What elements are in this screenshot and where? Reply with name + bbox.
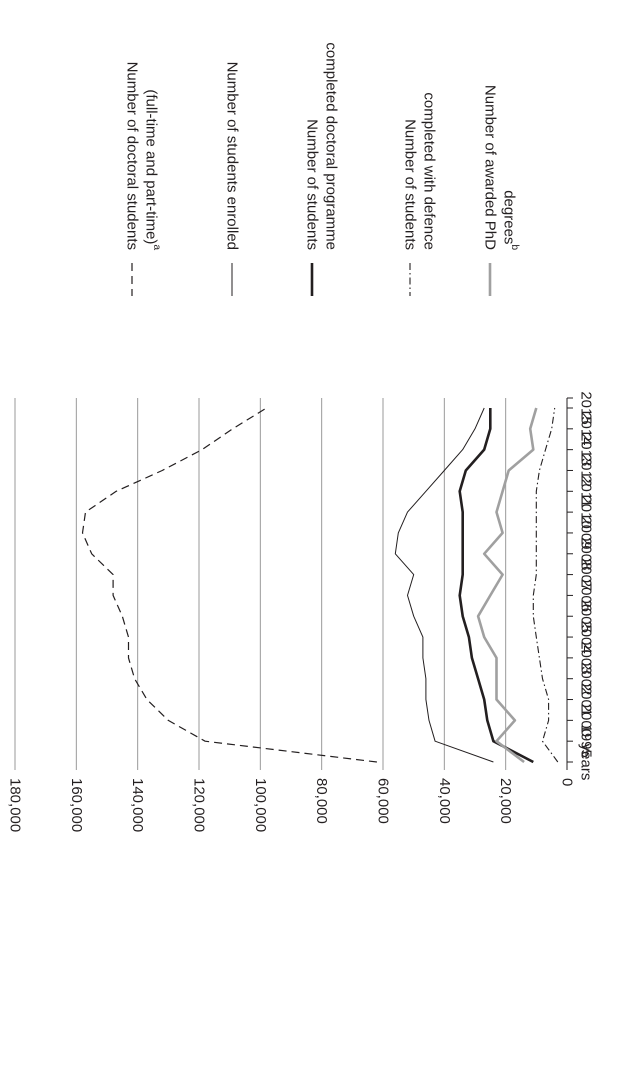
- series-line-number-of-students-enrolled: [394, 407, 494, 763]
- category-tick-label: 2007: [578, 558, 595, 591]
- category-tick-label: years: [578, 744, 595, 781]
- value-tick-label: 20,000: [497, 778, 514, 824]
- category-tick-label: 2012: [578, 454, 595, 487]
- category-tick-label: 2006: [578, 579, 595, 612]
- legend-label: Number of students: [402, 119, 419, 250]
- value-tick-label: 0: [559, 778, 576, 786]
- value-tick-label: 40,000: [436, 778, 453, 824]
- category-tick-label: 2005: [578, 600, 595, 633]
- category-tick-label: 2001: [578, 683, 595, 716]
- category-tick-label: 1995: [578, 724, 595, 757]
- value-tick-label: 160,000: [68, 778, 85, 832]
- category-tick-label: 2014: [578, 412, 595, 445]
- category-tick-label: 2002: [578, 662, 595, 695]
- value-tick-label: 80,000: [313, 778, 330, 824]
- series-line-number-of-students-completed-doctoral-programme: [458, 408, 534, 764]
- legend-label: Number of doctoral students: [124, 62, 141, 250]
- category-tick-label: 2011: [578, 475, 595, 507]
- series-line-number-of-doctoral-students-full-time-and-part-time: [81, 407, 377, 763]
- value-tick-label: 120,000: [191, 778, 208, 832]
- legend-label: degreesb: [501, 190, 521, 250]
- value-tick-label: 180,000: [7, 778, 24, 832]
- value-tick-label: 140,000: [129, 778, 146, 832]
- category-tick-label: 2008: [578, 537, 595, 570]
- series-line-number-of-students-completed-with-defence: [532, 407, 559, 763]
- category-tick-label: 2000: [578, 704, 595, 737]
- category-tick-label: 2003: [578, 641, 595, 674]
- category-tick-label: 2009: [578, 516, 595, 549]
- value-tick-label: 100,000: [252, 778, 269, 832]
- category-tick-label: 2004: [578, 620, 595, 653]
- legend-label: Number of students: [304, 119, 321, 250]
- legend-label: Number of students enrolled: [224, 62, 241, 250]
- legend-label: completed with defence: [421, 92, 438, 250]
- legend-superscript: b: [509, 244, 520, 250]
- value-tick-label: 60,000: [375, 778, 392, 824]
- legend-label: completed doctoral programme: [323, 42, 340, 250]
- series-line-number-of-awarded-phd-degrees: [476, 407, 538, 764]
- legend-superscript: a: [151, 244, 162, 250]
- category-tick-label: 2013: [578, 433, 595, 466]
- category-tick-label: 2015: [578, 391, 595, 424]
- category-tick-label: 2010: [578, 495, 595, 528]
- legend-label: Number of awarded PhD: [482, 85, 499, 250]
- legend-label: (full-time and part-time)a: [143, 89, 163, 250]
